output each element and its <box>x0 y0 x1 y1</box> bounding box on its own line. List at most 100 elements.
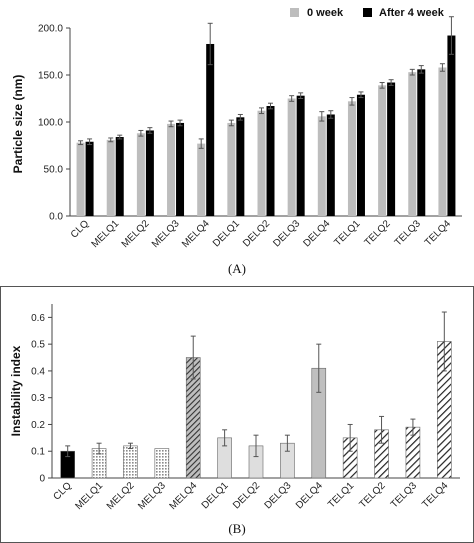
legend-swatch-0-week <box>290 8 299 17</box>
panel-b-x-tick-label: TELQ1 <box>326 480 356 510</box>
panel-b-x-tick-label: MELQ4 <box>168 480 200 512</box>
panel-b-error-bar <box>379 415 385 444</box>
panel-a-x-tick-label: TELQ1 <box>332 218 362 248</box>
panel-a-x-tick-label: DELQ1 <box>211 218 242 249</box>
panel-a-error-bar <box>78 140 84 146</box>
panel-a-x-tick-label: TELQ4 <box>423 218 453 248</box>
panel-a-label: (A) <box>228 261 246 276</box>
legend-label-0-week: 0 week <box>307 7 344 19</box>
panel-b-error-bar <box>190 335 196 380</box>
panel-b-error-bar <box>410 418 416 436</box>
panel-a-y-tick-label: 200.0 <box>38 24 63 35</box>
panel-b-error-bar <box>316 343 322 393</box>
panel-a-error-bar <box>207 22 213 66</box>
panel-a-error-bar <box>228 119 234 127</box>
panel-a-particle-size: Particle size (nm) 0 week After 4 week (… <box>11 7 462 276</box>
panel-a-bar-after-4-week-delq4 <box>326 114 335 216</box>
panel-a-error-bar <box>108 137 114 143</box>
panel-a-bar-after-4-week-telq2 <box>387 82 396 217</box>
panel-a-error-bar <box>138 129 144 137</box>
panel-b-x-tick-label: MELQ1 <box>73 480 105 512</box>
panel-a-error-bar <box>268 102 273 110</box>
panel-a-bar-0-week-telq1 <box>347 101 356 216</box>
panel-a-error-bar <box>259 107 264 115</box>
panel-a-bar-after-4-week-delq2 <box>266 106 275 216</box>
panel-a-bar-after-4-week-melq1 <box>115 137 124 216</box>
panel-b-y-tick-label: 0 <box>39 474 45 485</box>
panel-a-error-bar <box>358 91 364 99</box>
panel-a-x-tick-label: CLQ <box>69 218 91 240</box>
panel-b-x-tick-label: DELQ2 <box>231 480 262 511</box>
panel-a-error-bar <box>388 79 394 86</box>
panel-b-x-tick-label: DELQ3 <box>263 480 294 511</box>
panel-a-error-bar <box>117 134 123 140</box>
panel-b-error-bar <box>441 311 447 372</box>
panel-a-bar-after-4-week-delq1 <box>236 117 245 216</box>
panel-b-x-tick-label: TELQ2 <box>357 480 387 510</box>
panel-b-y-tick-label: 0.5 <box>31 340 45 351</box>
panel-a-x-tick-label: MELQ4 <box>180 218 212 250</box>
panel-a-bar-0-week-telq3 <box>408 72 417 217</box>
panel-b-y-tick-label: 0.4 <box>31 366 45 377</box>
panel-a-error-bar <box>177 119 183 127</box>
panel-a-bar-0-week-melq4 <box>197 143 206 216</box>
panel-b-bar-melq3 <box>154 448 170 479</box>
panel-a-bar-0-week-delq4 <box>317 116 326 216</box>
panel-b-error-bar <box>284 434 290 452</box>
panel-a-x-tick-label: TELQ2 <box>363 218 393 248</box>
panel-a-error-bar <box>349 97 355 106</box>
panel-a-y-tick-label: 0.0 <box>49 212 63 223</box>
panel-a-x-tick-label: MELQ3 <box>150 218 182 250</box>
panel-a-x-tick-label: MELQ1 <box>90 218 122 250</box>
panel-b-bar-melq2 <box>123 445 138 479</box>
panel-a-y-axis-title: Particle size (nm) <box>11 75 25 174</box>
panel-b-instability-index: Instability index (B) 0 0.1 0.2 0.3 0.4 0.5 0.… <box>0 286 474 543</box>
panel-b-x-tick-label: TELQ3 <box>389 480 419 510</box>
panel-a-bar-0-week-delq3 <box>287 98 296 216</box>
panel-b-error-bar <box>65 445 71 458</box>
panel-a-bar-0-week-clq <box>76 142 85 216</box>
panel-a-bar-0-week-delq2 <box>257 110 266 216</box>
panel-a-bar-0-week-melq2 <box>136 133 145 216</box>
panel-a-error-bar <box>87 138 93 146</box>
panel-a-bar-0-week-melq1 <box>106 139 115 216</box>
panel-a-x-tick-label: DELQ4 <box>301 218 332 249</box>
panel-a-error-bar <box>319 111 325 122</box>
panel-a-error-bar <box>198 138 204 149</box>
panel-a-legend: 0 week After 4 week <box>290 7 445 19</box>
panel-a-bar-0-week-telq4 <box>438 67 447 216</box>
panel-a-bar-after-4-week-melq2 <box>145 130 154 216</box>
panel-a-error-bar <box>328 110 334 119</box>
panel-b-error-bar <box>222 429 228 447</box>
panel-a-bar-after-4-week-clq <box>85 141 94 216</box>
panel-a-bar-after-4-week-delq3 <box>296 95 305 216</box>
panel-a-error-bar <box>298 92 304 99</box>
panel-a-x-tick-label: DELQ2 <box>241 218 272 249</box>
panel-b-x-tick-label: DELQ1 <box>200 480 231 511</box>
panel-a-bar-after-4-week-telq1 <box>356 94 365 216</box>
panel-b-y-tick-label: 0.2 <box>31 420 45 431</box>
panel-a-error-bar <box>418 65 424 74</box>
panel-b-x-tick-label: MELQ3 <box>136 480 168 512</box>
panel-a-x-tick-label: DELQ3 <box>271 218 302 249</box>
panel-a-y-tick-label: 100.0 <box>38 118 63 129</box>
panel-b-x-tick-label: CLQ <box>51 480 73 502</box>
panel-a-error-bar <box>379 82 385 89</box>
panel-b-y-tick-label: 0.1 <box>31 447 45 458</box>
panel-a-bar-0-week-delq1 <box>227 122 236 216</box>
panel-b-x-tick-label: TELQ4 <box>420 480 450 510</box>
legend-swatch-after-4-week <box>363 8 372 17</box>
panel-a-error-bar <box>448 16 454 55</box>
panel-b-x-tick-label: DELQ4 <box>294 480 325 511</box>
panel-a-error-bar <box>409 68 415 76</box>
panel-a-error-bar <box>168 120 174 128</box>
panel-a-bar-after-4-week-telq3 <box>417 69 426 216</box>
panel-a-x-tick-label: TELQ3 <box>393 218 423 248</box>
panel-b-error-bar <box>347 423 353 452</box>
panel-a-bar-after-4-week-melq3 <box>176 122 185 216</box>
panel-a-bar-after-4-week-telq4 <box>447 35 456 216</box>
panel-b-y-tick-label: 0.3 <box>31 393 45 404</box>
panel-a-error-bar <box>439 63 445 72</box>
panel-b-y-tick-label: 0.6 <box>31 313 45 324</box>
